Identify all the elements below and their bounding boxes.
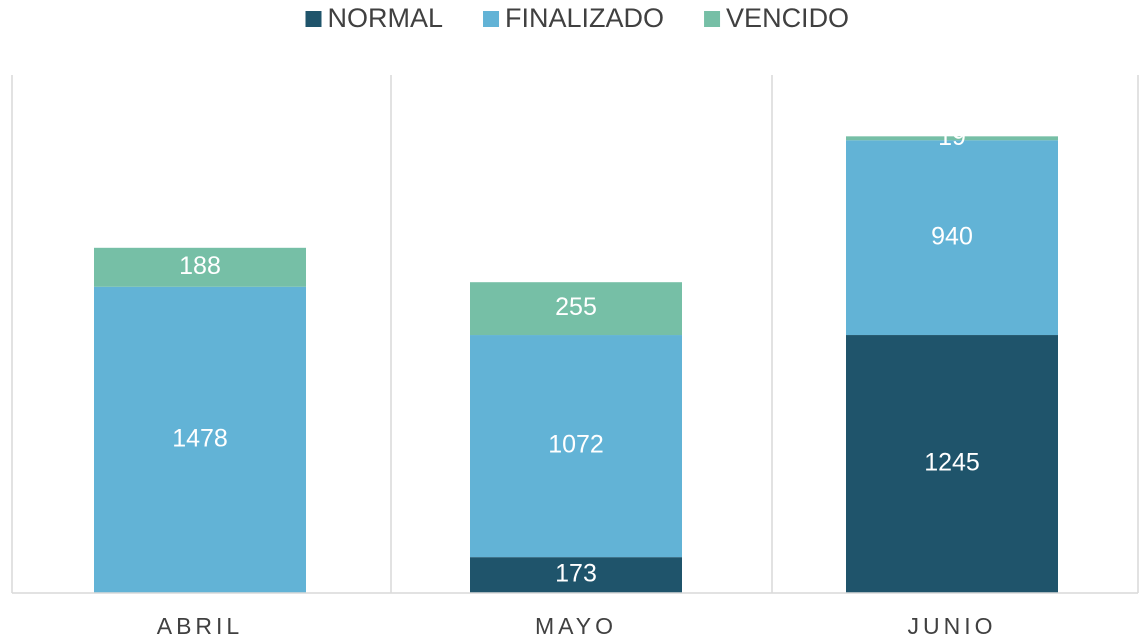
legend: NORMAL FINALIZADO VENCIDO xyxy=(305,3,849,33)
data-label: 1478 xyxy=(172,424,228,452)
legend-swatch xyxy=(483,11,500,27)
data-label: 19 xyxy=(938,123,966,151)
bar-segment xyxy=(94,286,306,593)
data-label: 188 xyxy=(179,252,221,280)
legend-label: NORMAL xyxy=(328,3,444,33)
bar-segment xyxy=(94,247,306,287)
legend-label: VENCIDO xyxy=(726,3,849,33)
legend-label: FINALIZADO xyxy=(505,3,664,33)
bars: 014781881731072255124594019 xyxy=(94,123,1058,593)
legend-swatch xyxy=(704,11,721,27)
x-tick-label: JUNIO xyxy=(908,613,997,639)
x-tick-label: ABRIL xyxy=(157,613,243,639)
data-label: 1245 xyxy=(924,449,980,477)
legend-swatch xyxy=(305,11,322,27)
data-label: 1072 xyxy=(548,431,604,459)
bar-segment xyxy=(846,335,1058,593)
x-tick-label: MAYO xyxy=(535,613,617,639)
data-label: 255 xyxy=(555,293,597,321)
data-label: 940 xyxy=(931,222,973,250)
bar-segment xyxy=(846,136,1058,141)
separators xyxy=(11,75,1139,593)
bar-segment xyxy=(470,557,682,593)
data-label: 173 xyxy=(555,560,597,588)
bar-segment xyxy=(470,335,682,558)
bar-segment xyxy=(846,140,1058,336)
bar-segment xyxy=(470,282,682,336)
